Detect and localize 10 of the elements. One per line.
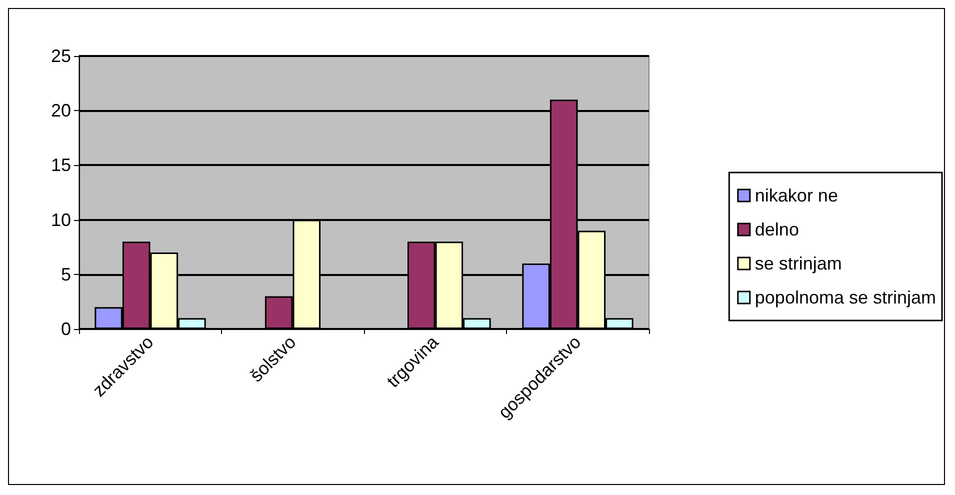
y-tick-label: 20 [50, 100, 71, 121]
legend-label: delno [754, 220, 799, 240]
y-tick-label: 10 [50, 210, 71, 230]
legend-label: se strinjam [754, 254, 842, 274]
legend-label: nikakor ne [754, 186, 838, 206]
y-tick-label: 25 [50, 46, 71, 66]
y-tick-label: 0 [60, 319, 71, 339]
y-tick-label: 5 [60, 264, 71, 284]
y-tick-label: 15 [50, 155, 71, 176]
legend-label: popolnoma se strinjam [754, 288, 936, 308]
